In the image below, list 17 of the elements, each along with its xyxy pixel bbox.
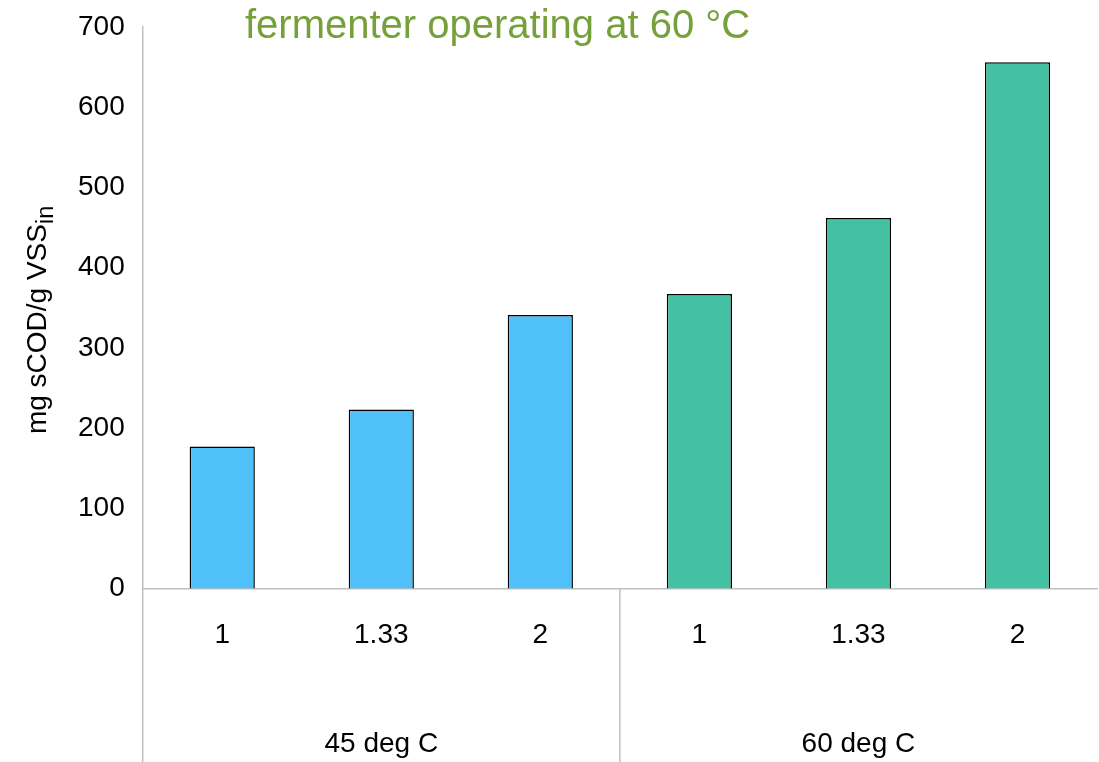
y-tick-label: 300 [78,330,125,362]
y-tick-label: 0 [109,571,125,603]
x-tick-label: 2 [1009,617,1026,649]
text: 60 deg C [801,726,916,758]
x-tick-label: 1.33 [354,617,409,649]
x-tick-label: 1.33 [831,617,886,649]
x-tick-label: 2 [532,617,549,649]
x-tick-label: 1 [214,617,231,649]
x-tick-label: 1 [691,617,708,649]
y-tick-label: 700 [78,9,125,41]
y-tick-label: 400 [78,250,125,282]
chart-title: fermenter operating at 60 °C [245,2,751,47]
text: 45 deg C [324,726,439,758]
y-tick-label: 500 [78,170,125,202]
y-tick-label: 600 [78,89,125,121]
y-tick-label: 100 [78,490,125,522]
y-tick-label: 200 [78,410,125,442]
